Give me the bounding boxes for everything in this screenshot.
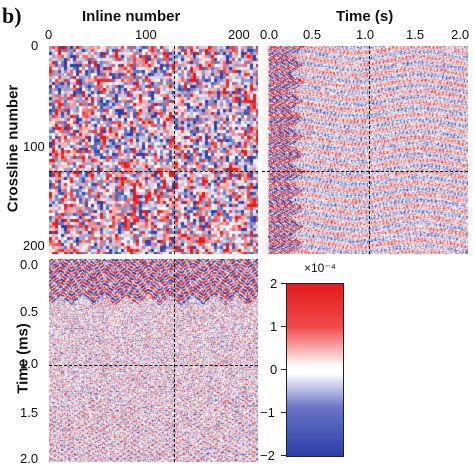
- time-left-tick-1: 0.5: [20, 304, 39, 319]
- crossline-section-image: [49, 259, 258, 462]
- colorbar-tick-2: 2: [270, 276, 278, 291]
- panel-label: b): [2, 3, 22, 28]
- inline-section-panel: [262, 46, 468, 254]
- time-slice-marker-vertical: [369, 46, 370, 254]
- colorbar-tick-1: 1: [270, 319, 278, 334]
- time-top-tick-2: 1.0: [356, 27, 375, 42]
- time-left-tick-3: 1.5: [20, 405, 39, 420]
- time-top-tick-0: 0.0: [260, 27, 279, 42]
- time-slice-marker-horizontal: [49, 365, 258, 366]
- inline-slice-marker: [174, 46, 175, 254]
- time-left-tick-2: 1.0: [20, 356, 39, 371]
- colorbar-tick-mark-m1: [281, 412, 286, 413]
- inline-tick-100: 100: [135, 27, 157, 42]
- crossline-tick-200: 200: [23, 238, 45, 253]
- colorbar-tick-mark-1: [281, 326, 286, 327]
- time-top-tick-1: 0.5: [303, 27, 322, 42]
- crossline-slice-marker: [49, 171, 258, 172]
- inline-axis-title: Inline number: [82, 8, 181, 25]
- colorbar-tick-m2: −2: [260, 448, 275, 463]
- time-slice-panel: [49, 46, 258, 254]
- crossline-slice-marker-right: [262, 171, 468, 172]
- inline-slice-marker-bottom: [174, 259, 175, 462]
- crossline-axis-title: Crossline number: [4, 84, 22, 213]
- time-axis-top-title: Time (s): [336, 8, 394, 25]
- colorbar-tick-0: 0: [270, 362, 278, 377]
- colorbar: [286, 283, 344, 457]
- time-left-tick-0: 0.0: [20, 257, 39, 272]
- colorbar-tick-mark-0: [281, 369, 286, 370]
- colorbar-tick-mark-2: [281, 283, 286, 284]
- crossline-section-panel: [49, 259, 258, 462]
- colorbar-tick-m1: −1: [260, 405, 275, 420]
- crossline-tick-0: 0: [31, 38, 39, 53]
- time-left-tick-4: 2.0: [20, 451, 39, 466]
- time-top-tick-3: 1.5: [406, 27, 425, 42]
- time-top-tick-4: 2.0: [451, 27, 470, 42]
- crossline-tick-100: 100: [23, 139, 45, 154]
- colorbar-exponent: ×10⁻⁴: [304, 261, 336, 275]
- inline-section-image: [262, 46, 468, 254]
- inline-tick-200: 200: [228, 27, 250, 42]
- colorbar-tick-mark-m2: [281, 455, 286, 456]
- inline-tick-0: 0: [45, 27, 53, 42]
- time-slice-image: [49, 46, 258, 254]
